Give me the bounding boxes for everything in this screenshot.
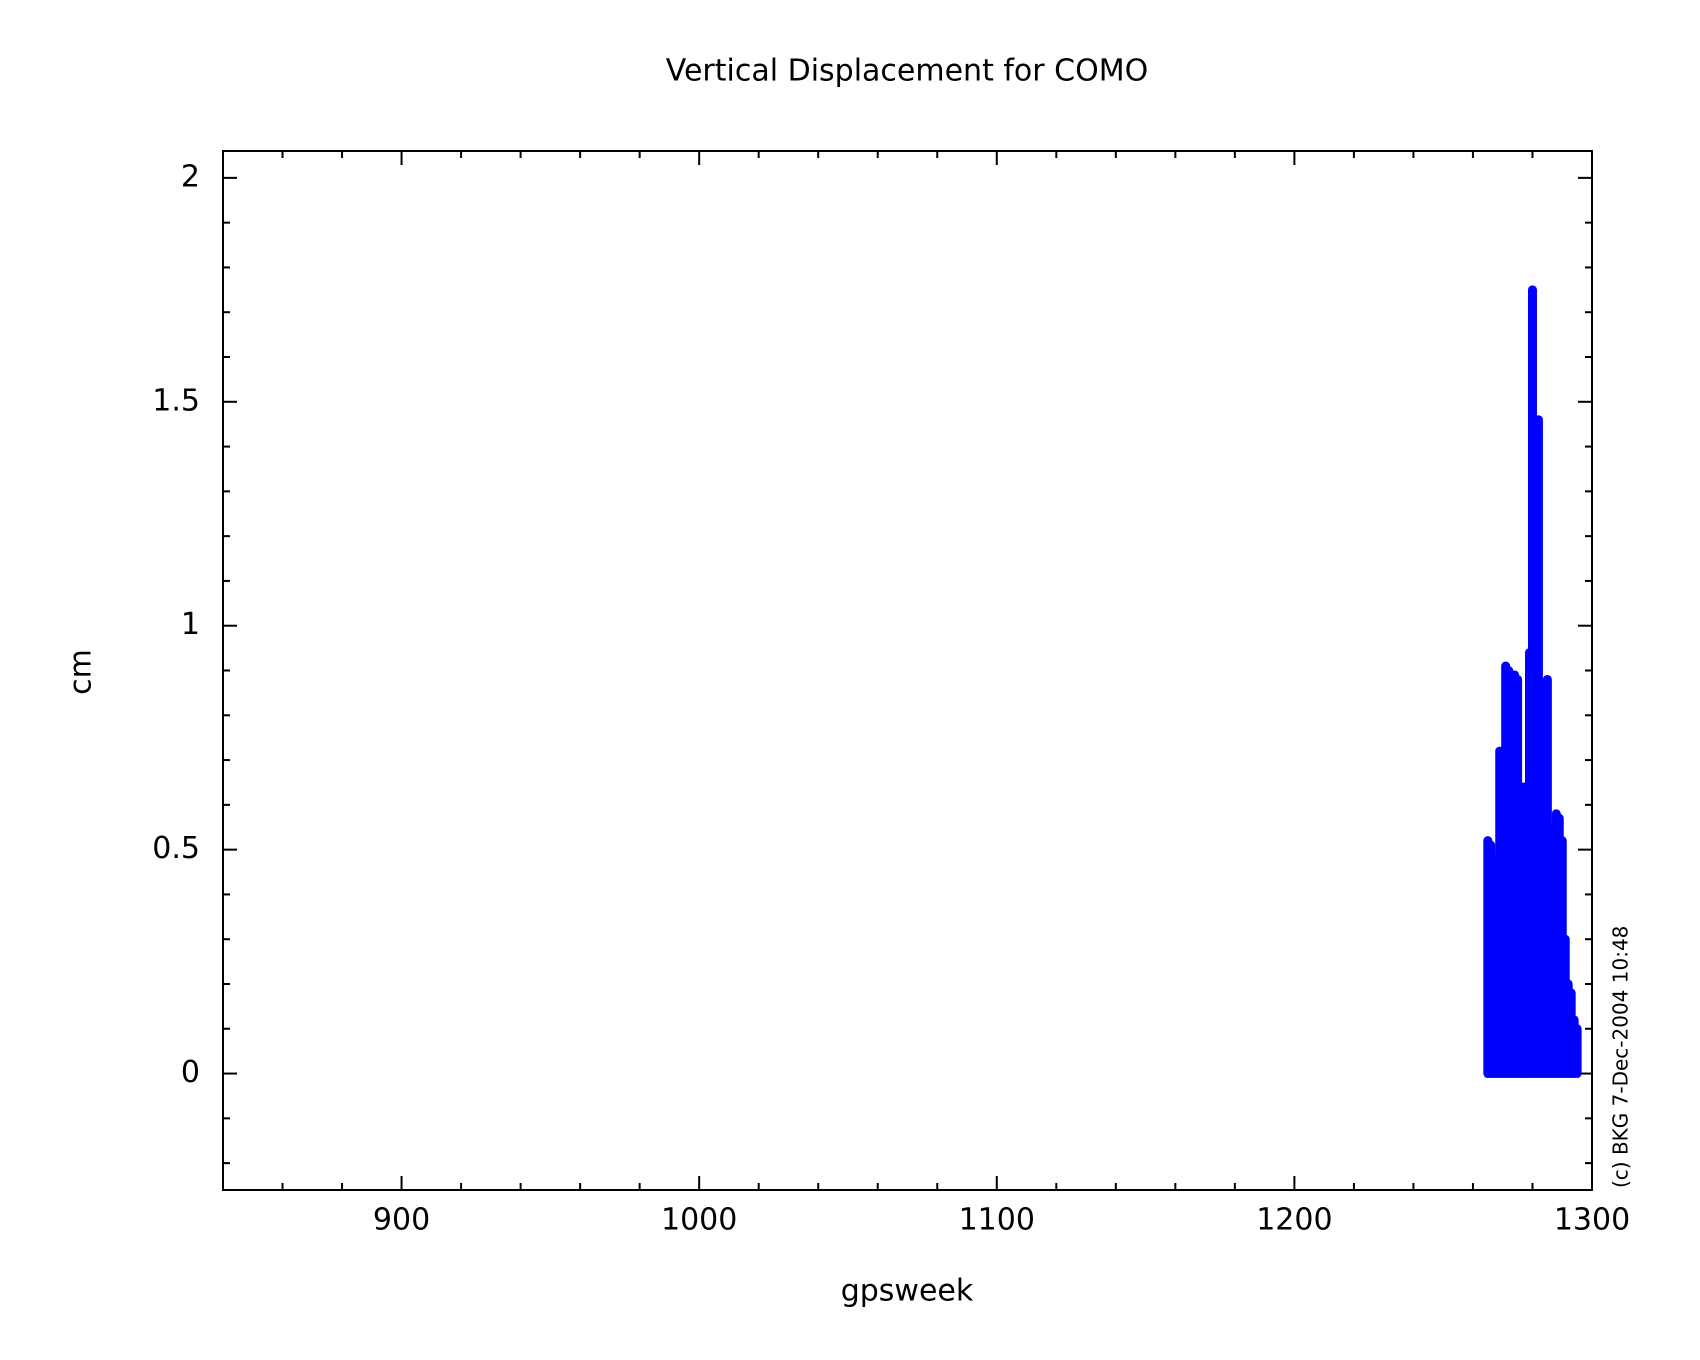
x-tick-label: 900 xyxy=(373,1203,430,1238)
y-tick-label: 0.5 xyxy=(152,831,200,866)
copyright-note: (c) BKG 7-Dec-2004 10:48 xyxy=(1609,926,1633,1188)
x-tick-label: 1200 xyxy=(1256,1203,1332,1238)
y-tick-label: 2 xyxy=(181,159,200,194)
x-tick-label: 1300 xyxy=(1554,1203,1630,1238)
y-tick-label: 0 xyxy=(181,1055,200,1090)
x-tick-label: 1100 xyxy=(959,1203,1035,1238)
plot-frame xyxy=(222,150,1593,1191)
x-tick-label: 1000 xyxy=(661,1203,737,1238)
y-axis-label: cm xyxy=(64,649,99,695)
x-axis-label: gpsweek xyxy=(841,1274,974,1309)
y-tick-label: 1.5 xyxy=(152,383,200,418)
y-tick-label: 1 xyxy=(181,607,200,642)
chart-title: Vertical Displacement for COMO xyxy=(666,54,1148,89)
